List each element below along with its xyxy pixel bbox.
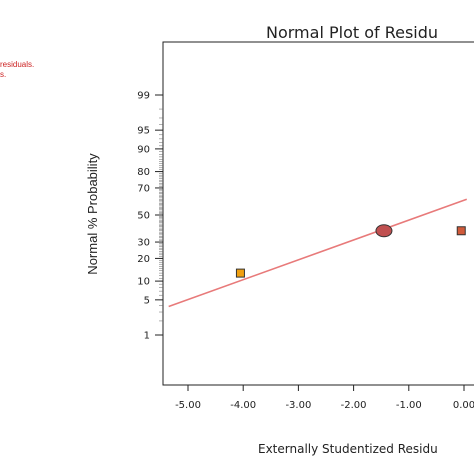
x-axis-label: Externally Studentized Residu (258, 442, 438, 456)
data-point-circle (375, 224, 393, 238)
y-tick-label: 10 (137, 277, 150, 288)
y-tick-label: 80 (137, 167, 150, 178)
y-tick-label: 1 (144, 331, 150, 342)
chart-title: Normal Plot of Residu (266, 23, 438, 42)
points-layer (235, 224, 466, 278)
y-tick-label: 30 (137, 238, 150, 249)
x-tick-label: -3.00 (285, 400, 311, 411)
y-tick-label: 70 (137, 183, 150, 194)
note-line-2: s. (0, 70, 7, 79)
y-tick-label: 20 (137, 254, 150, 265)
data-point-square (456, 226, 466, 236)
x-tick-label: -5.00 (175, 400, 201, 411)
y-tick-label: 95 (137, 126, 150, 137)
fit-line-layer (168, 198, 468, 308)
y-tick-label: 5 (144, 295, 150, 306)
data-point-square (235, 268, 245, 278)
x-tick-label: -1.00 (396, 400, 422, 411)
y-axis: 1 5 10 20 30 50 70 80 90 95 99 (137, 42, 164, 385)
x-tick-label: 0.00 (453, 400, 474, 411)
y-tick-label: 99 (137, 91, 150, 102)
x-tick-label: -2.00 (341, 400, 367, 411)
x-tick-label: -4.00 (230, 400, 256, 411)
y-axis-label: Normal % Probability (85, 153, 100, 275)
y-tick-label: 50 (137, 211, 150, 222)
y-tick-label: 90 (137, 144, 150, 155)
note-line-1: residuals. (0, 60, 35, 69)
fit-line (168, 198, 468, 308)
x-axis: -5.00 -4.00 -3.00 -2.00 -1.00 0.00 (163, 384, 474, 411)
